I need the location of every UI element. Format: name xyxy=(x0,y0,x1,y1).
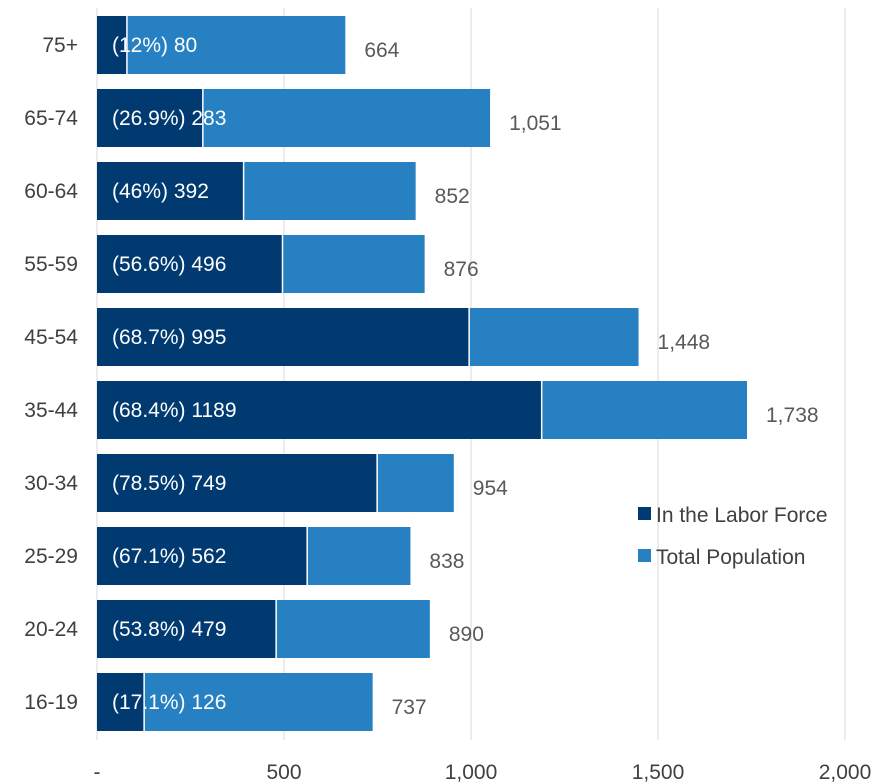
data-label-labor-force: (56.6%) 496 xyxy=(112,253,226,276)
x-tick-label: 500 xyxy=(266,761,301,784)
x-tick-label: 1,000 xyxy=(445,761,498,784)
bar-labor-force xyxy=(97,235,283,293)
data-label-total-population: 1,738 xyxy=(766,404,819,427)
data-label-labor-force: (67.1%) 562 xyxy=(112,545,226,568)
data-label-total-population: 852 xyxy=(435,185,470,208)
data-label-total-population: 876 xyxy=(444,258,479,281)
legend-swatch-labor-force xyxy=(638,507,651,520)
bar-labor-force xyxy=(97,527,308,585)
data-label-labor-force: (53.8%) 479 xyxy=(112,618,226,641)
x-tick-label: - xyxy=(94,761,101,784)
category-labels: 75+ 65-74 60-64 55-59 45-54 35-44 30-34 25-29 20… xyxy=(24,34,78,714)
data-label-total-population: 664 xyxy=(364,39,399,62)
data-label-labor-force: (12%) 80 xyxy=(112,34,197,57)
x-axis-tick-labels: - 500 1,000 1,500 2,000 xyxy=(94,761,872,784)
legend-swatch-total-population xyxy=(638,549,651,562)
category-label: 75+ xyxy=(42,34,78,57)
bar-labor-force xyxy=(97,454,378,512)
category-label: 25-29 xyxy=(24,545,78,568)
data-label-total-population: 1,448 xyxy=(658,331,711,354)
bar-labor-force xyxy=(97,89,203,147)
data-label-total-population: 1,051 xyxy=(509,112,562,135)
bar-labor-force xyxy=(97,162,244,220)
data-label-total-population: 737 xyxy=(392,696,427,719)
category-label: 20-24 xyxy=(24,618,78,641)
category-label: 45-54 xyxy=(24,326,78,349)
data-label-labor-force: (46%) 392 xyxy=(112,180,209,203)
data-label-labor-force: (78.5%) 749 xyxy=(112,472,226,495)
bar-labor-force xyxy=(97,381,542,439)
data-label-labor-force: (26.9%) 283 xyxy=(112,107,226,130)
data-label-labor-force: (68.4%) 1189 xyxy=(112,399,237,422)
bar-labor-force xyxy=(97,16,127,74)
x-tick-label: 2,000 xyxy=(819,761,872,784)
data-label-labor-force: (68.7%) 995 xyxy=(112,326,226,349)
data-label-labor-force: (17.1%) 126 xyxy=(112,691,226,714)
x-tick-label: 1,500 xyxy=(632,761,685,784)
bar-labor-force xyxy=(97,673,145,731)
category-label: 16-19 xyxy=(24,691,78,714)
category-label: 30-34 xyxy=(24,472,78,495)
bar-total-population xyxy=(97,16,346,74)
category-label: 35-44 xyxy=(24,399,78,422)
legend-label-labor-force: In the Labor Force xyxy=(656,504,828,527)
data-label-total-population: 890 xyxy=(449,623,484,646)
data-label-total-population: 838 xyxy=(429,550,464,573)
legend: In the Labor Force Total Population xyxy=(638,504,828,569)
bar-labor-force xyxy=(97,600,277,658)
category-label: 65-74 xyxy=(24,107,78,130)
legend-label-total-population: Total Population xyxy=(656,546,805,569)
bars xyxy=(97,16,748,731)
data-label-total-population: 954 xyxy=(473,477,508,500)
data-labels: (12%) 80 664 (26.9%) 283 1,051 (46%) 392 852 (… xyxy=(112,34,819,719)
category-label: 60-64 xyxy=(24,180,78,203)
bar-labor-force xyxy=(97,308,470,366)
category-label: 55-59 xyxy=(24,253,78,276)
